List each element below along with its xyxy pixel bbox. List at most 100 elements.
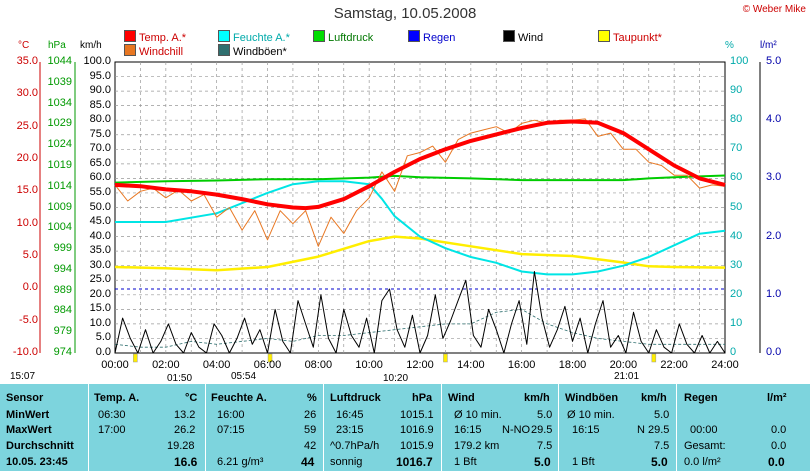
- wind-max-dir: N-NO: [502, 424, 531, 436]
- tick-x: 22:00: [660, 359, 688, 371]
- th-humidity-unit: %: [307, 392, 317, 404]
- tick-wind: 70.0: [89, 142, 111, 155]
- tick-x: 12:00: [406, 359, 434, 371]
- moonset-label: 10:20: [383, 373, 409, 384]
- weather-chart: [39, 61, 761, 363]
- tick-humidity: 40: [730, 229, 743, 242]
- axis-ticks: [39, 62, 761, 363]
- row-max-label: MaxWert: [6, 424, 52, 436]
- tick-pressure: 974: [53, 346, 72, 358]
- temp-min: 13.2: [174, 409, 196, 421]
- tick-temp: 35.0: [16, 55, 38, 67]
- tick-x: 08:00: [304, 359, 333, 371]
- tick-pressure: 1014: [47, 179, 72, 192]
- sunrise-label: 15:07: [10, 371, 36, 382]
- series-tempa: [114, 119, 726, 211]
- pres-trend: ^0.7hPa/h: [330, 440, 380, 452]
- legend-item-0: Temp. A.*: [124, 30, 186, 44]
- tick-x: 02:00: [152, 359, 180, 371]
- legend-label: Windchill: [139, 46, 184, 58]
- rain-unit: l/m²: [760, 40, 777, 51]
- tick-temp: -5.0: [19, 313, 38, 326]
- hum-min: 26: [304, 409, 317, 421]
- legend-swatch: [124, 30, 136, 42]
- tick-humidity: 50: [730, 200, 743, 213]
- series-windchill: [114, 118, 726, 247]
- rain-current-unit: 0.0 l/m²: [684, 456, 721, 468]
- rain-total-label: Gesamt:: [684, 440, 726, 452]
- legend-swatch: [313, 30, 325, 42]
- tick-x: 16:00: [507, 359, 536, 371]
- hum-min-time: 16:00: [217, 409, 245, 421]
- th-pressure: Luftdruck: [330, 392, 381, 404]
- temp-max-time: 17:00: [98, 424, 126, 436]
- tick-pressure: 989: [53, 283, 72, 296]
- row-avg-label: Durchschnitt: [6, 440, 74, 452]
- th-temp: Temp. A.: [94, 392, 140, 404]
- legend-item-4: Wind: [503, 30, 543, 44]
- gust-max-time: 16:15: [572, 424, 600, 436]
- legend-swatch: [598, 30, 610, 42]
- wind-run-val: 7.5: [537, 440, 553, 452]
- legend-label: Feuchte A.*: [233, 32, 290, 44]
- th-wind: Wind: [448, 392, 475, 404]
- legend-swatch: [124, 44, 136, 56]
- gust-max-dir: N: [637, 424, 645, 436]
- wind-current: 5.0: [534, 455, 551, 469]
- hum-max: 59: [304, 424, 317, 436]
- tick-humidity: 30: [730, 258, 743, 271]
- wind-unit: km/h: [80, 40, 102, 51]
- legend-swatch: [408, 30, 420, 42]
- tick-rain: 0.0: [766, 346, 782, 358]
- row-current-label: 10.05. 23:45: [6, 456, 68, 468]
- tick-rain: 2.0: [766, 229, 782, 242]
- wind-avg-label: Ø 10 min.: [454, 409, 502, 421]
- tick-wind: 90.0: [89, 84, 111, 97]
- legend-item-5: Taupunkt*: [598, 30, 662, 44]
- pres-current: 1016.7: [396, 455, 433, 469]
- sun-marker: [443, 353, 448, 363]
- sun-marker: [267, 353, 273, 363]
- tick-rain: 4.0: [766, 113, 782, 126]
- tick-pressure: 984: [53, 304, 72, 317]
- chart-series: [114, 118, 726, 354]
- tick-x: 20:00: [609, 359, 638, 371]
- wind-bft: 1 Bft: [454, 456, 477, 468]
- tick-pressure: 1044: [47, 55, 72, 67]
- pres-min-time: 16:45: [336, 409, 364, 421]
- tick-wind: 30.0: [89, 258, 111, 271]
- legend-label: Windböen*: [233, 46, 287, 58]
- tick-x: 18:00: [558, 359, 587, 371]
- tick-wind: 45.0: [89, 215, 111, 228]
- pres-min: 1015.1: [400, 409, 434, 421]
- tick-temp: 0.0: [22, 281, 38, 294]
- tick-x: 24:00: [711, 359, 739, 371]
- temp-current: 16.6: [174, 455, 198, 469]
- tick-x: 14:00: [457, 359, 485, 371]
- wind-max: 29.5: [531, 424, 553, 436]
- tick-temp: 25.0: [16, 119, 38, 132]
- tick-wind: 15.0: [89, 302, 111, 315]
- th-gust: Windböen: [565, 392, 619, 404]
- gust-avg-label: Ø 10 min.: [567, 409, 615, 421]
- sunset-time: 21:01: [614, 371, 640, 382]
- tick-rain: 3.0: [766, 171, 782, 184]
- tick-wind: 85.0: [89, 98, 111, 111]
- tick-temp: 15.0: [16, 184, 38, 197]
- tick-temp: 20.0: [16, 152, 38, 164]
- legend-swatch: [218, 30, 230, 42]
- gust-avg2: 7.5: [654, 440, 670, 452]
- th-pressure-unit: hPa: [412, 392, 433, 404]
- tick-temp: 10.0: [16, 216, 38, 229]
- legend-label: Wind: [518, 32, 544, 44]
- th-rain: Regen: [684, 392, 718, 404]
- pres-avg: 1015.9: [400, 440, 434, 452]
- series-taupunkt: [114, 235, 726, 272]
- tick-pressure: 1039: [47, 75, 72, 88]
- sunrise-time: 05:54: [231, 371, 257, 382]
- legend-label: Luftdruck: [328, 32, 374, 44]
- chart-title: Samstag, 10.05.2008: [333, 5, 477, 22]
- wind-avg: 5.0: [537, 409, 553, 421]
- tick-wind: 100.0: [83, 55, 111, 67]
- legend-item-7: Windböen*: [218, 44, 287, 58]
